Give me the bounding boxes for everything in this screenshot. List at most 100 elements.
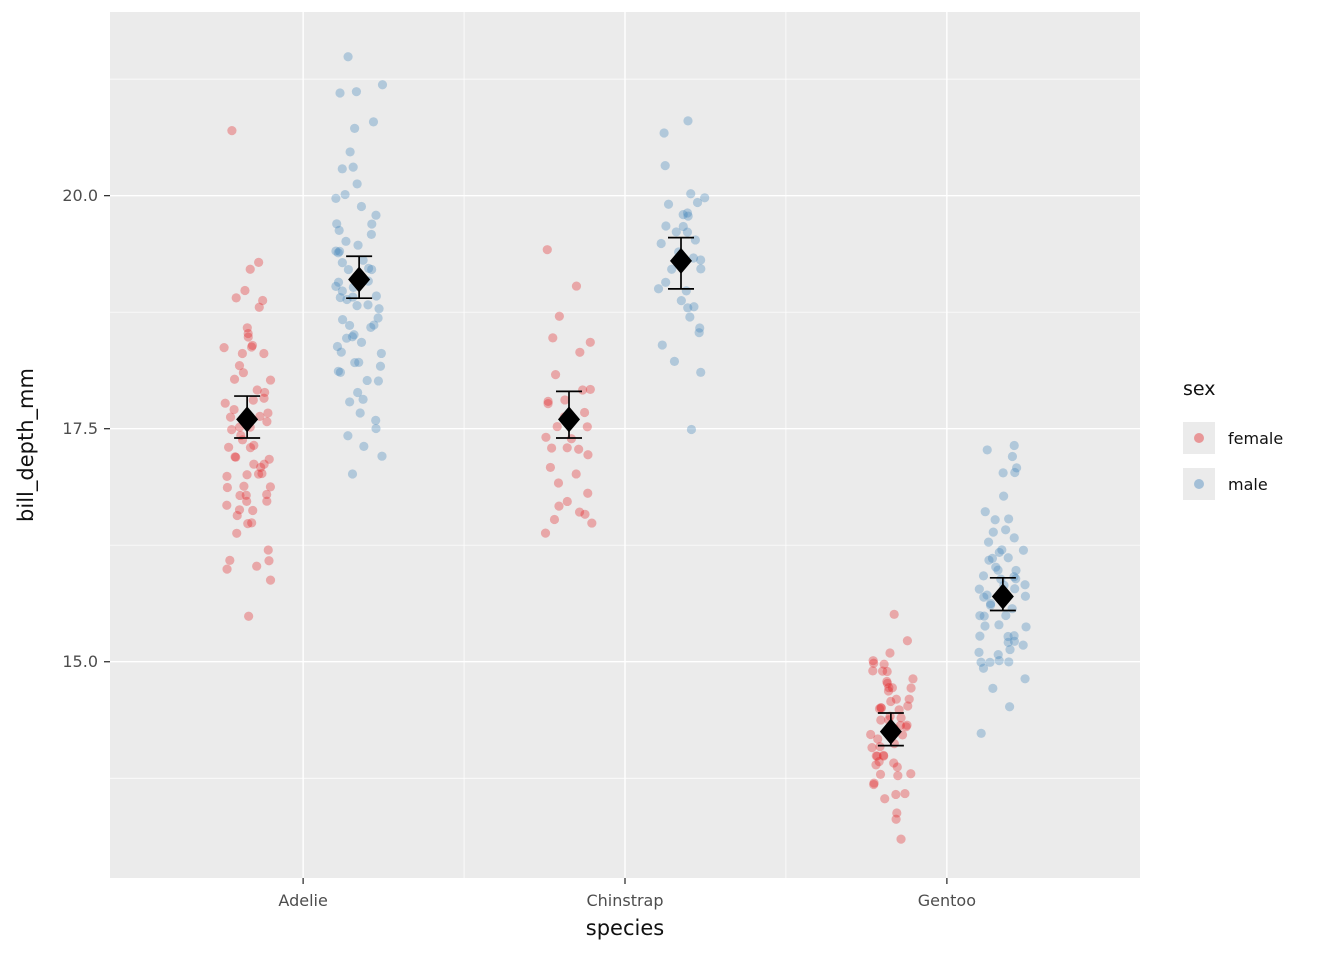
data-point <box>889 609 899 619</box>
data-point <box>700 193 710 203</box>
data-point <box>885 648 895 658</box>
data-point <box>998 468 1008 478</box>
data-point <box>237 348 247 359</box>
legend: sex female male <box>1183 378 1283 514</box>
data-point <box>696 264 706 274</box>
data-point <box>243 518 253 529</box>
data-point <box>689 302 699 312</box>
data-point <box>368 117 379 127</box>
data-point <box>376 348 386 359</box>
data-point <box>988 527 998 537</box>
data-point <box>585 384 595 395</box>
data-point <box>247 340 258 351</box>
data-point <box>242 323 252 333</box>
data-point <box>659 128 669 138</box>
data-point <box>896 713 906 723</box>
data-point <box>994 547 1004 558</box>
data-point <box>886 696 896 707</box>
data-point <box>879 659 889 669</box>
data-point <box>337 258 347 268</box>
data-point <box>893 771 903 781</box>
data-point <box>541 432 551 442</box>
data-point <box>587 518 597 528</box>
data-point <box>366 229 376 240</box>
data-point <box>1010 467 1020 478</box>
data-point <box>373 313 383 323</box>
data-point <box>1018 640 1028 650</box>
data-point <box>906 683 916 693</box>
data-point <box>999 491 1009 501</box>
data-point <box>344 320 355 331</box>
data-point <box>976 728 986 738</box>
data-point <box>260 387 270 398</box>
data-point <box>692 197 703 208</box>
data-point <box>978 663 989 673</box>
male-point-icon <box>1194 479 1204 489</box>
data-point <box>222 564 232 574</box>
legend-entry-male: male <box>1183 468 1283 500</box>
data-point <box>219 343 229 353</box>
data-point <box>240 285 250 296</box>
data-point <box>892 762 902 772</box>
data-point <box>1009 572 1019 582</box>
data-point <box>371 415 381 425</box>
data-point <box>676 296 686 306</box>
data-point <box>1011 565 1021 576</box>
legend-title: sex <box>1183 378 1216 400</box>
data-point <box>222 500 232 510</box>
data-point <box>891 789 901 800</box>
data-point <box>367 219 377 229</box>
data-point <box>685 312 695 322</box>
data-point <box>349 330 359 340</box>
data-point <box>369 320 379 330</box>
data-point <box>874 704 885 714</box>
data-point <box>1005 644 1015 655</box>
data-point <box>1009 533 1019 543</box>
data-point <box>892 808 902 818</box>
data-point <box>229 374 240 384</box>
data-point <box>1020 591 1031 601</box>
data-point <box>542 245 552 255</box>
data-point <box>231 293 241 303</box>
data-point <box>887 683 897 693</box>
data-point <box>256 462 266 472</box>
data-point <box>554 501 564 511</box>
data-point <box>1009 440 1019 451</box>
data-point <box>259 393 269 403</box>
data-point <box>252 385 262 395</box>
data-point <box>994 656 1004 666</box>
data-point <box>345 397 355 407</box>
data-point <box>547 443 557 453</box>
data-point <box>348 162 358 172</box>
data-point <box>877 666 888 676</box>
data-point <box>882 678 893 688</box>
data-point <box>237 435 248 445</box>
data-point <box>253 469 264 479</box>
data-point <box>906 769 916 779</box>
data-point <box>543 396 553 406</box>
data-point <box>262 489 272 500</box>
data-point <box>695 323 705 333</box>
data-point <box>987 553 998 563</box>
data-point <box>901 722 911 732</box>
legend-label-male: male <box>1228 474 1268 494</box>
data-point <box>1010 584 1020 594</box>
data-point <box>582 422 592 432</box>
data-point <box>358 255 368 265</box>
data-point <box>571 281 582 291</box>
data-point <box>585 337 595 347</box>
data-point <box>377 451 387 461</box>
data-point <box>227 126 237 136</box>
data-point <box>246 342 257 352</box>
data-point <box>373 376 384 386</box>
data-point <box>222 482 232 493</box>
data-point <box>356 337 367 347</box>
data-point <box>371 423 381 434</box>
data-point <box>231 452 241 462</box>
data-point <box>554 311 564 321</box>
data-point <box>333 277 344 287</box>
data-point <box>562 443 572 453</box>
data-point <box>984 555 994 565</box>
data-point <box>343 52 353 62</box>
data-point <box>882 676 892 687</box>
